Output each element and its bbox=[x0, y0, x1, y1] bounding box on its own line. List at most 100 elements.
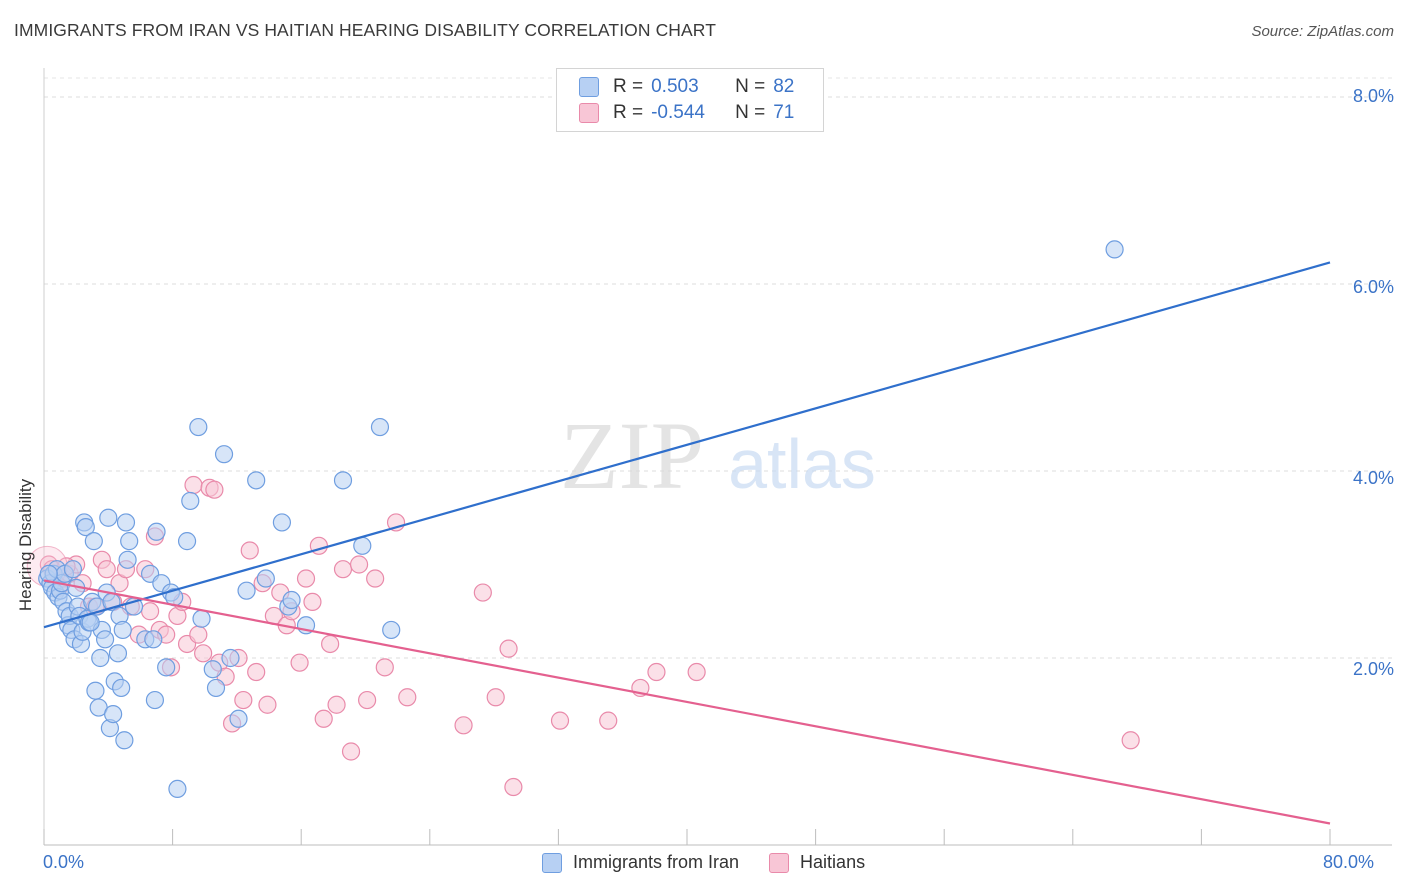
haitians-point bbox=[504, 777, 523, 797]
trend-lines bbox=[43, 261, 1331, 825]
iran-point bbox=[177, 532, 197, 551]
iran-legend-swatch bbox=[542, 852, 562, 873]
haitians-point bbox=[1121, 731, 1140, 750]
iran-point bbox=[147, 522, 166, 541]
haitians-point bbox=[550, 711, 570, 730]
iran-point bbox=[353, 536, 372, 555]
haitians-point bbox=[240, 541, 259, 560]
iran-point bbox=[370, 417, 390, 437]
haitians-point bbox=[647, 662, 666, 682]
iran-point bbox=[145, 690, 165, 710]
n-label: N = bbox=[735, 102, 766, 123]
iran-point bbox=[108, 644, 128, 663]
haitians-trend-line bbox=[43, 579, 1331, 825]
iran-point bbox=[91, 648, 110, 668]
haitians-legend-label: Haitians bbox=[800, 852, 866, 872]
legend-item-haitians[interactable]: Haitians bbox=[769, 852, 865, 873]
haitians-point bbox=[333, 560, 353, 579]
x-tick-label-max: 80.0% bbox=[1323, 852, 1375, 872]
haitians-point bbox=[486, 688, 505, 707]
haitians-point bbox=[314, 709, 333, 728]
r-value-haitians: -0.544 bbox=[651, 102, 705, 123]
legend-row-iran: R = 0.503 N = 82 bbox=[579, 75, 794, 99]
iran-point bbox=[272, 513, 292, 532]
iran-legend-label: Immigrants from Iran bbox=[573, 852, 740, 872]
haitians-point bbox=[687, 662, 706, 682]
iran-point bbox=[120, 532, 139, 551]
iran-point bbox=[214, 445, 234, 464]
haitians-point bbox=[296, 569, 316, 588]
haitians-point bbox=[599, 711, 618, 730]
n-value-iran: 82 bbox=[773, 76, 795, 97]
haitians-point bbox=[398, 688, 417, 707]
iran-trend-line bbox=[43, 261, 1331, 629]
iran-point bbox=[221, 648, 240, 668]
iran-point bbox=[95, 630, 115, 649]
iran-point bbox=[181, 491, 200, 511]
haitians-point bbox=[366, 569, 385, 588]
n-label: N = bbox=[735, 76, 766, 97]
haitians-point bbox=[205, 480, 224, 499]
iran-point bbox=[237, 581, 256, 600]
iran-point bbox=[157, 658, 176, 677]
haitians-point bbox=[327, 695, 346, 714]
haitians-point bbox=[140, 602, 160, 621]
iran-point bbox=[189, 417, 208, 437]
y-tick-label-8: 8.0% bbox=[1352, 86, 1394, 106]
iran-point bbox=[256, 569, 275, 588]
x-tick-label-min: 0.0% bbox=[43, 852, 85, 872]
haitians-legend-swatch bbox=[769, 852, 790, 873]
haitians-point bbox=[499, 639, 518, 658]
iran-point bbox=[104, 704, 123, 724]
haitians-point bbox=[189, 625, 208, 644]
r-label: R = bbox=[613, 102, 644, 123]
iran-point bbox=[168, 779, 187, 799]
iran-point bbox=[282, 590, 301, 610]
axes bbox=[43, 68, 1392, 846]
y-tick-label-4: 4.0% bbox=[1352, 468, 1394, 488]
iran-point bbox=[115, 731, 134, 750]
r-value-iran: 0.503 bbox=[651, 76, 699, 97]
n-value-haitians: 71 bbox=[773, 102, 795, 123]
haitians-point bbox=[358, 690, 377, 710]
haitians-point bbox=[375, 658, 394, 677]
haitians-point bbox=[234, 690, 253, 710]
iran-point bbox=[382, 620, 401, 640]
haitians-points bbox=[26, 475, 1140, 797]
iran-point bbox=[247, 471, 266, 490]
source-credit: Source: ZipAtlas.com bbox=[1251, 23, 1394, 40]
iran-point bbox=[206, 678, 226, 698]
iran-point bbox=[113, 620, 132, 640]
iran-point bbox=[333, 471, 353, 490]
iran-points bbox=[38, 240, 1124, 799]
iran-point bbox=[86, 681, 105, 700]
haitians-point bbox=[258, 695, 277, 714]
haitians-point bbox=[97, 560, 116, 579]
haitians-point bbox=[473, 583, 492, 602]
haitians-point bbox=[290, 653, 309, 672]
haitians-swatch bbox=[579, 103, 599, 123]
iran-point bbox=[99, 508, 118, 527]
r-label: R = bbox=[613, 76, 644, 97]
iran-point bbox=[229, 709, 248, 728]
iran-point bbox=[84, 532, 103, 551]
stats-legend: R = 0.503 N = 82 R = -0.544 N = 71 bbox=[556, 68, 824, 132]
chart-title: IMMIGRANTS FROM IRAN VS HAITIAN HEARING … bbox=[14, 20, 717, 40]
iran-point bbox=[63, 560, 83, 579]
iran-point bbox=[144, 630, 163, 649]
y-tick-label-2: 2.0% bbox=[1352, 659, 1394, 679]
watermark-zip: ZIP bbox=[560, 402, 704, 509]
iran-swatch bbox=[579, 77, 599, 97]
haitians-point bbox=[349, 555, 369, 574]
haitians-point bbox=[454, 716, 473, 735]
y-axis-label: Hearing Disability bbox=[16, 478, 35, 612]
haitians-point bbox=[341, 742, 361, 761]
iran-point bbox=[1105, 240, 1124, 259]
legend-item-iran[interactable]: Immigrants from Iran bbox=[542, 852, 739, 873]
iran-point bbox=[39, 564, 58, 583]
iran-point bbox=[116, 513, 136, 532]
iran-point bbox=[76, 517, 95, 537]
iran-point bbox=[112, 678, 131, 698]
series-legend: Immigrants from Iran Haitians bbox=[542, 852, 895, 873]
haitians-point bbox=[194, 644, 213, 663]
